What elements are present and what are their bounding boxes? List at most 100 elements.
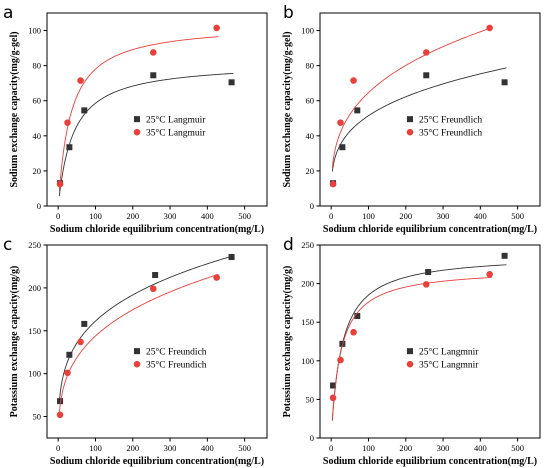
legend-label: 25°C Freundich [146,346,207,357]
x-tick-label: 400 [474,211,487,221]
y-tick-label: 20 [306,166,315,176]
data-point-square [501,79,508,86]
legend: 25°C Langmuir 35°C Langmuir [133,114,206,138]
panel-letter: c [3,235,12,255]
data-point-circle [149,285,157,293]
data-point-circle [213,24,220,32]
x-tick-label: 0 [56,443,60,453]
legend-marker-square [134,116,140,123]
chart-panel-c: c 0 100 200 300 400 500 50 100 150 200 250 Sodium ch… [3,235,268,467]
data-point-square [152,272,159,279]
data-point-square [66,351,73,358]
x-tick-label: 500 [511,443,524,453]
y-tick-label: 80 [306,61,315,71]
fit-curve [331,277,492,420]
data-point-square [228,254,235,261]
x-tick-label: 200 [126,443,139,453]
fit-curve [331,27,492,168]
legend-label: 35°C Freundich [146,359,207,370]
data-point-circle [56,411,64,419]
data-point-square [354,313,361,320]
data-point-circle [64,369,71,377]
data-point-circle [422,49,430,56]
legend-marker-circle [133,128,141,136]
y-tick-label: 0 [310,433,314,443]
y-tick-label: 200 [28,283,41,293]
y-tick-label: 200 [301,279,314,289]
data-point-circle [56,180,64,188]
legend-label: 35°C Langmnir [419,359,479,370]
data-point-square [81,320,88,327]
y-axis-title: Potassium exchange capacity(mg/g) [282,266,293,418]
x-tick-label: 400 [201,211,214,221]
data-point-square [501,252,508,259]
data-point-circle [329,180,337,188]
x-axis-title: Sodium chloride equilibrium concentratio… [50,456,264,467]
data-point-square [66,144,73,151]
x-tick-label: 0 [56,211,60,221]
fit-curve [331,67,507,172]
y-tick-label: 0 [37,201,41,211]
data-point-circle [486,271,493,278]
y-tick-label: 100 [301,356,314,366]
x-tick-label: 200 [399,211,412,221]
chart-panel-d: d 0 100 200 300 400 500 0 50 100 150 200 250 Sodium c… [282,235,541,467]
data-point-circle [64,119,71,126]
plot-frame [319,244,541,439]
data-point-circle [149,49,157,56]
y-tick-label: 80 [33,61,42,71]
data-point-square [228,79,235,86]
chart-panel-a: a 0 100 200 300 400 500 0 20 40 60 80 100 Sodium chlo… [3,3,268,235]
x-tick-label: 500 [238,443,251,453]
x-tick-label: 300 [437,211,450,221]
data-point-square [423,72,430,79]
data-point-circle [329,394,337,402]
legend-label: 25°C Freundlich [419,114,482,125]
y-tick-label: 40 [33,131,42,141]
x-tick-label: 500 [511,211,524,221]
series-35C [329,271,493,420]
data-point-square [425,269,432,276]
x-tick-label: 200 [399,443,412,453]
y-tick-label: 250 [301,240,314,250]
x-tick-label: 300 [164,211,177,221]
x-tick-label: 0 [329,443,333,453]
data-point-square [81,107,88,114]
data-point-circle [350,77,357,84]
series-35C [56,273,220,419]
y-tick-label: 100 [301,26,314,36]
legend: 25°C Freundich 35°C Freundich [133,346,207,370]
legend-marker-square [407,348,413,355]
fit-curve [58,255,234,402]
data-point-circle [337,119,344,126]
y-tick-label: 50 [33,412,42,422]
legend: 25°C Langmnir 35°C Langmnir [406,346,479,370]
plot-frame [46,12,268,207]
y-tick-label: 150 [28,326,41,336]
plot-frame [319,12,541,207]
y-axis-title: Potassium exchange capacity(mg/g) [9,266,20,418]
y-axis-title: Sodium exchange capacity(mg/g-gel) [282,31,293,187]
x-tick-label: 100 [89,443,102,453]
fit-curve [58,273,219,413]
x-axis-title: Sodium chloride equilibrium concentratio… [323,224,537,235]
y-tick-label: 100 [28,369,41,379]
fit-curve [58,72,234,197]
legend-marker-square [407,116,413,123]
data-point-circle [486,24,493,32]
y-tick-label: 60 [33,96,42,106]
panel-letter: b [283,3,294,23]
x-tick-label: 200 [126,211,139,221]
y-tick-label: 250 [28,240,41,250]
x-tick-label: 500 [238,211,251,221]
legend-marker-circle [406,360,414,368]
y-axis-title: Sodium exchange capacity(mg/g-gel) [9,31,20,187]
y-tick-label: 150 [301,317,314,327]
legend: 25°C Freundlich 35°C Freundlich [406,114,482,138]
series-35C [329,24,493,188]
data-point-square [57,398,64,405]
data-point-circle [77,77,84,84]
x-axis-title: Sodium chloride equilibrium concentratio… [50,224,264,235]
legend-label: 35°C Freundlich [419,127,482,138]
